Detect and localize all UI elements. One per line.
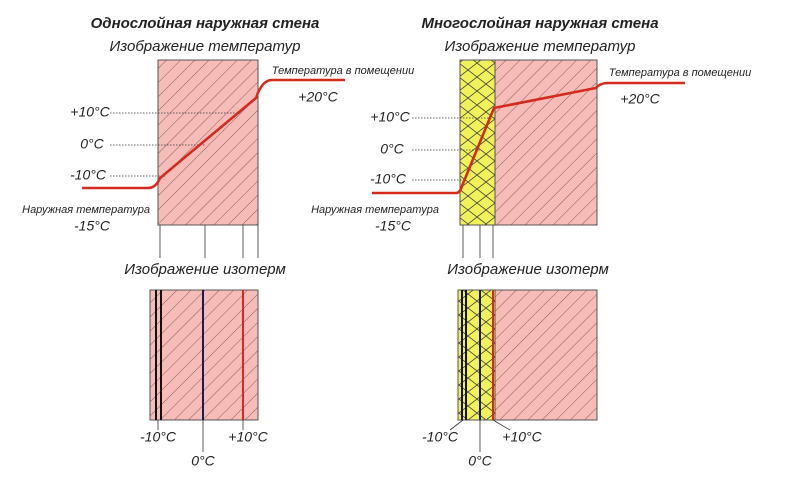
level: 0°C — [380, 141, 404, 157]
right-panel: Многослойная наружная стена Изображение … — [311, 15, 751, 469]
isotherm-label: 0°C — [191, 453, 215, 469]
outside-label: Наружная температура — [22, 204, 150, 216]
isotherm-label: -10°C — [140, 429, 177, 445]
outside-label: Наружная температура — [311, 204, 439, 216]
level: -10°C — [70, 167, 107, 183]
outside-value: -15°C — [74, 218, 111, 234]
isotherm-title: Изображение изотерм — [124, 261, 286, 278]
wall — [494, 289, 598, 421]
level: +10°C — [70, 104, 110, 120]
isotherm-label: +10°C — [502, 429, 542, 445]
inside-label: Температура в помещении — [609, 67, 751, 79]
level: 0°C — [80, 136, 104, 152]
level: -10°C — [370, 171, 407, 187]
outside-value: -15°C — [375, 218, 412, 234]
isotherm-title: Изображение изотерм — [447, 261, 609, 278]
guide — [492, 419, 511, 431]
isotherm-label: +10°C — [228, 429, 268, 445]
title: Многослойная наружная стена — [421, 15, 658, 32]
temp-title: Изображение температур — [109, 38, 300, 55]
wall — [494, 59, 598, 226]
inside-value: +20°C — [298, 89, 338, 105]
isotherm-label: -10°C — [422, 429, 459, 445]
temp-curve — [82, 78, 345, 190]
title: Однослойная наружная стена — [91, 15, 320, 32]
inside-label: Температура в помещении — [272, 65, 414, 77]
insulation — [459, 59, 496, 226]
level: +10°C — [370, 109, 410, 125]
insulation — [457, 289, 496, 421]
wall — [157, 59, 259, 226]
isotherm-label: 0°C — [468, 453, 492, 469]
guide — [449, 419, 464, 431]
inside-value: +20°C — [620, 91, 660, 107]
temp-curve — [372, 81, 685, 195]
left-panel: Однослойная наружная стена Изображение т… — [22, 15, 414, 469]
temp-title: Изображение температур — [444, 38, 635, 55]
